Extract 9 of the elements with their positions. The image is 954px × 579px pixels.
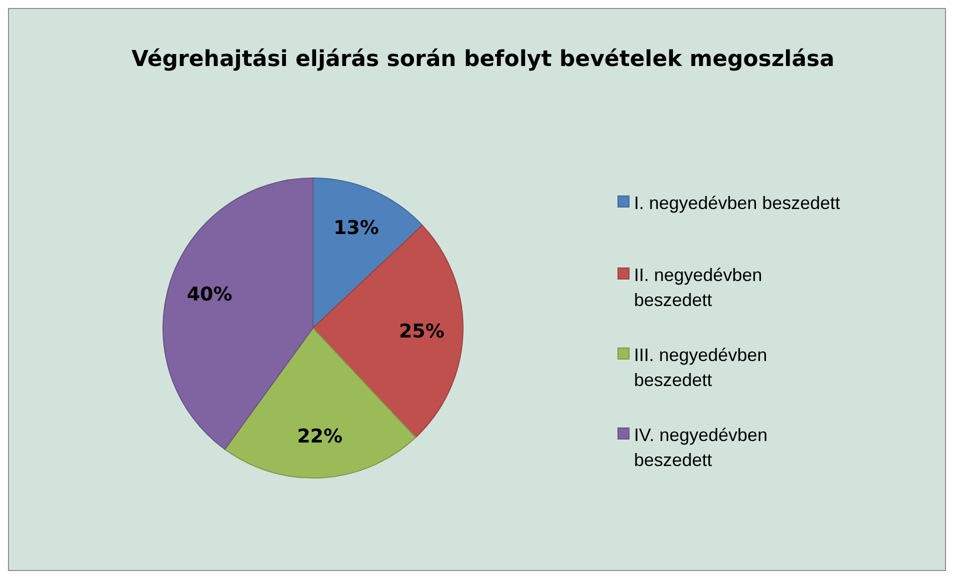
data-label: 25% [398,320,444,342]
legend-label: IV. negyedévben beszedett [634,425,768,470]
data-label: 13% [333,217,379,240]
chart-title: Végrehajtási eljárás során befolyt bevételek megoszlása [132,47,834,72]
legend-label: II. negyedévben beszedett [634,265,762,310]
legend-label: III. negyedévben beszedett [634,345,768,390]
legend-label: I. negyedévben beszedett [634,193,840,213]
data-label: 22% [297,426,343,448]
data-label: 40% [186,283,232,306]
